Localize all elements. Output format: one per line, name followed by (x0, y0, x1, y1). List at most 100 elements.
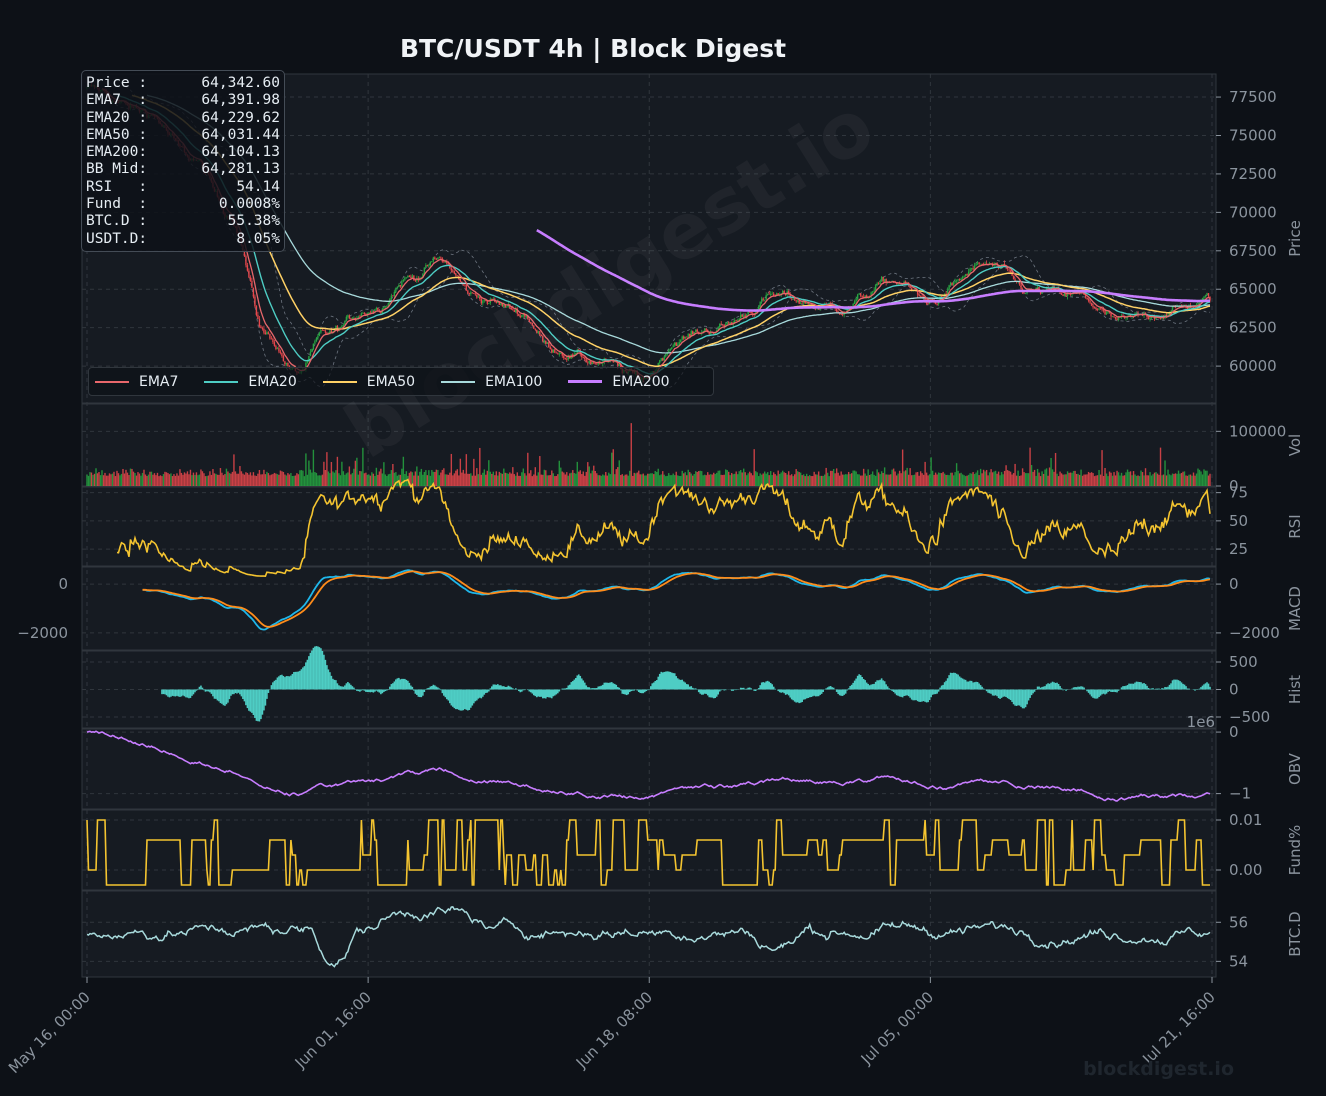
macd-hist-bar (177, 689, 180, 697)
macd-hist-bar (1083, 687, 1085, 690)
volume-bar (1038, 472, 1040, 486)
macd-hist-bar (428, 687, 430, 690)
volume-bar (612, 449, 614, 486)
macd-hist-bar (958, 676, 961, 690)
volume-bar (452, 475, 454, 486)
macd-hist-bar (564, 688, 567, 690)
macd-hist-bar (939, 687, 941, 690)
candle-body (729, 322, 731, 324)
candle-body (383, 306, 385, 309)
volume-bar (395, 472, 397, 486)
candle-body (1113, 316, 1115, 318)
info-row: EMA20 :64,229.62 (86, 110, 280, 127)
macd-hist-bar (580, 678, 583, 690)
macd-hist-bar (882, 680, 884, 690)
obv-line (86, 730, 1211, 802)
candle-body (266, 332, 268, 335)
volume-bar (1087, 471, 1090, 486)
macd-hist-bar (730, 689, 733, 691)
y-tick-label: 62500 (1229, 319, 1277, 337)
macd-hist-bar (759, 685, 762, 690)
volume-bar (267, 473, 270, 486)
volume-bar (546, 475, 548, 486)
candle-body (960, 278, 962, 281)
macd-hist-bar (658, 673, 661, 690)
volume-bar (126, 472, 129, 486)
macd-hist-bar (452, 689, 454, 707)
volume-bar (246, 472, 249, 486)
volume-bar (519, 475, 522, 486)
volume-bar (287, 473, 289, 486)
macd-hist-bar (744, 688, 747, 690)
volume-bar (777, 470, 779, 486)
volume-bar (1201, 474, 1204, 486)
volume-bar (906, 467, 908, 486)
macd-hist-bar (1032, 689, 1034, 694)
volume-bar (368, 474, 370, 486)
volume-bar (590, 473, 592, 486)
volume-bar (561, 471, 563, 486)
candle-body (443, 261, 445, 263)
volume-bar (1074, 470, 1076, 486)
volume-bar (107, 475, 109, 486)
macd-hist-bar (850, 684, 853, 690)
macd-hist-bar (408, 682, 411, 690)
volume-bar (443, 468, 445, 486)
macd-hist-bar (420, 689, 423, 698)
volume-bar (792, 476, 794, 486)
macd-hist-bar (733, 689, 736, 691)
legend-swatch (204, 380, 239, 383)
candle-body (566, 358, 568, 360)
volume-bar (587, 462, 589, 486)
macd-hist-bar (225, 689, 228, 705)
volume-bar (152, 474, 154, 486)
candle-body (333, 328, 336, 332)
volume-bar (1060, 473, 1063, 486)
volume-bar (411, 472, 414, 486)
volume-bar (225, 468, 228, 486)
candle-body (590, 361, 592, 364)
volume-bar (723, 474, 725, 486)
volume-bar (865, 475, 868, 486)
volume-bar (413, 475, 415, 486)
candle-body (772, 293, 775, 296)
candle-body (781, 291, 784, 294)
candle-body (506, 306, 508, 308)
macd-hist-bar (757, 688, 760, 690)
volume-bar (641, 474, 643, 486)
volume-bar (332, 471, 334, 486)
volume-bar (768, 475, 770, 486)
candle-body (533, 325, 535, 329)
macd-hist-bar (856, 675, 859, 690)
volume-bar (1036, 468, 1039, 486)
volume-bar (206, 475, 208, 486)
macd-hist-bar (553, 689, 556, 696)
macd-hist-bar (179, 689, 181, 697)
volume-bar (635, 473, 637, 486)
volume-bar (474, 475, 477, 486)
volume-bar (982, 469, 985, 486)
macd-hist-bar (384, 689, 387, 692)
volume-bar (140, 475, 142, 486)
candle-body (465, 284, 468, 291)
volume-bar (506, 473, 508, 486)
candle-body (480, 299, 483, 304)
candle-body (428, 265, 430, 267)
macd-hist-bar (204, 689, 207, 692)
macd-hist-bar (186, 689, 189, 698)
candle-body (311, 349, 313, 352)
macd-hist-bar (577, 674, 580, 690)
macd-hist-bar (374, 689, 376, 692)
volume-bar (1032, 471, 1034, 486)
volume-bar (746, 475, 748, 486)
macd-hist-bar (458, 689, 460, 710)
macd-hist-bar (567, 685, 570, 690)
candle-body (793, 298, 796, 301)
macd-hist-bar (180, 689, 183, 697)
macd-hist-bar (685, 684, 688, 690)
candle-body (951, 282, 953, 285)
candle-body (738, 318, 740, 320)
volume-bar (101, 470, 103, 486)
macd-hist-bar (766, 680, 769, 690)
macd-hist-bar (844, 689, 847, 694)
